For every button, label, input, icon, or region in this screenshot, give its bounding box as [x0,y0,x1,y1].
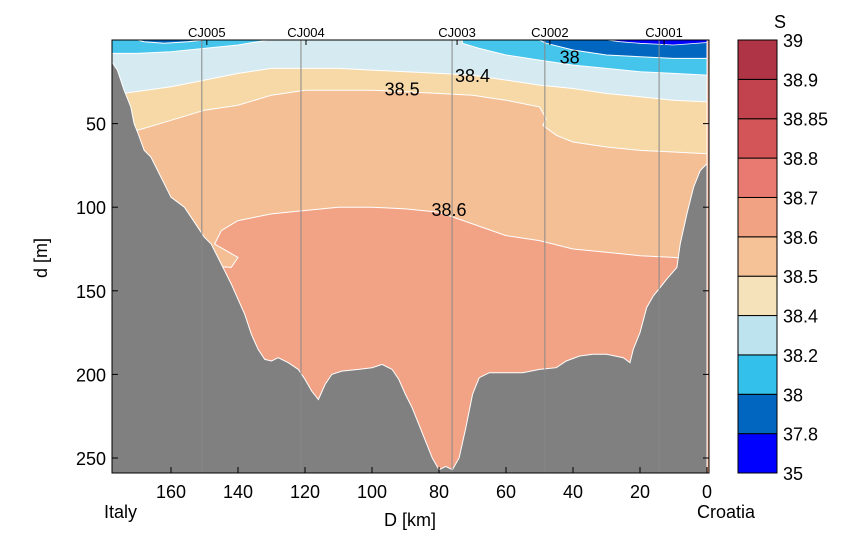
x-tick-label: 0 [702,482,712,502]
colorbar-swatch [737,196,778,238]
left-end-label: Italy [104,502,137,522]
colorbar-tick-label: 38.6 [783,228,818,248]
x-tick-label: 80 [429,482,449,502]
x-tick-label: 100 [357,482,387,502]
contour-label: 38 [560,48,580,68]
x-tick-label: 140 [223,482,253,502]
station-label: CJ001 [645,25,683,40]
colorbar-title: S [774,12,786,32]
x-axis: 160 140 120 100 80 60 40 20 0 [156,467,712,502]
x-axis-label: D [km] [384,510,436,530]
colorbar-tick-label: 38 [783,385,803,405]
colorbar-swatch [737,354,778,395]
colorbar-tick-label: 38.9 [783,70,818,90]
seabed-terrain [112,61,708,473]
y-tick-label: 250 [76,449,106,469]
x-tick-label: 120 [290,482,320,502]
x-tick-label: 160 [156,482,186,502]
station-label: CJ004 [287,25,325,40]
plot-frame [111,39,710,474]
colorbar-tick-label: 38.5 [783,267,818,287]
colorbar-swatch [737,393,778,435]
contour-label: 38.6 [432,200,467,220]
band-35-37.8 [606,40,708,46]
colorbar-tick-label: 38.8 [783,149,818,169]
y-axis-label: d [m] [31,238,51,278]
x-tick-label: 20 [630,482,650,502]
contour-label: 38.4 [455,66,490,86]
contour-label: 38.5 [385,79,420,99]
colorbar-swatch [737,236,778,277]
y-tick-label: 50 [86,115,106,135]
y-axis: 50 100 150 200 250 [76,115,709,469]
colorbar-swatch [737,118,778,159]
contour-plot-area [112,40,709,473]
x-tick-label: 60 [496,482,516,502]
station-label: CJ005 [188,25,226,40]
station-label: CJ002 [531,25,569,40]
colorbar-tick-label: 38.2 [783,346,818,366]
colorbar: 35 37.8 38 38.2 38.4 38.5 38.6 38.7 38.8 38.85 38.… [737,31,828,484]
x-tick-label: 40 [563,482,583,502]
colorbar-swatch [737,78,778,120]
band-37.8-38-left [137,40,205,44]
colorbar-tick-label: 38.7 [783,188,818,208]
colorbar-swatch [737,433,778,474]
colorbar-tick-label: 35 [783,464,803,484]
y-tick-label: 150 [76,282,106,302]
colorbar-tick-label: 38.4 [783,307,818,327]
band-38-38.2-left [112,40,269,54]
y-tick-label: 200 [76,365,106,385]
colorbar-swatch [737,39,778,80]
y-tick-label: 100 [76,198,106,218]
colorbar-swatch [737,315,778,356]
colorbar-swatch [737,157,778,198]
right-end-label: Croatia [697,502,756,522]
colorbar-swatch [737,275,778,317]
colorbar-tick-label: 37.8 [783,425,818,445]
station-lines: CJ005 CJ004 CJ003 CJ002 CJ001 [188,25,683,473]
colorbar-tick-label: 39 [783,31,803,51]
contour-labels: 38 38.4 38.5 38.6 [385,48,580,220]
colorbar-tick-label: 38.85 [783,110,828,130]
station-label: CJ003 [438,25,476,40]
